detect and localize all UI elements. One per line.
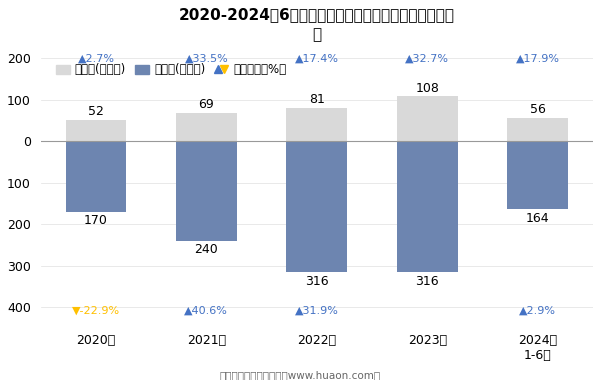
Bar	[65, 120, 127, 141]
Text: 56: 56	[530, 103, 545, 116]
Bar	[507, 118, 568, 141]
Text: ▲40.6%: ▲40.6%	[184, 305, 229, 315]
Text: ▲2.9%: ▲2.9%	[519, 305, 556, 315]
Text: 240: 240	[194, 243, 218, 256]
Text: ▲2.7%: ▲2.7%	[77, 54, 115, 64]
Text: ▲32.7%: ▲32.7%	[405, 54, 449, 64]
Bar	[286, 141, 347, 272]
Text: ▼-22.9%: ▼-22.9%	[72, 305, 120, 315]
Text: 81: 81	[309, 93, 325, 106]
Bar	[65, 141, 127, 212]
Text: ▲33.5%: ▲33.5%	[185, 54, 228, 64]
Bar	[176, 112, 237, 141]
Bar	[286, 108, 347, 141]
Text: 制图：华经产业研究院（www.huaon.com）: 制图：华经产业研究院（www.huaon.com）	[220, 370, 380, 380]
Text: 316: 316	[305, 275, 329, 288]
Text: 69: 69	[199, 98, 214, 111]
Text: ▲31.9%: ▲31.9%	[295, 305, 339, 315]
Text: 170: 170	[84, 214, 108, 227]
Text: 108: 108	[415, 82, 439, 95]
Bar	[507, 141, 568, 209]
Bar	[176, 141, 237, 241]
Legend: 出口额(亿美元), 进口额(亿美元), 同比增长（%）: 出口额(亿美元), 进口额(亿美元), 同比增长（%）	[52, 60, 290, 80]
Text: ▲17.4%: ▲17.4%	[295, 54, 339, 64]
Bar	[397, 141, 458, 272]
Text: 164: 164	[526, 212, 550, 225]
Text: 316: 316	[415, 275, 439, 288]
Bar	[397, 97, 458, 141]
Title: 2020-2024年6月黑龙江省商品收发货人所在地进、出口
额: 2020-2024年6月黑龙江省商品收发货人所在地进、出口 额	[179, 7, 455, 42]
Text: 52: 52	[88, 105, 104, 118]
Text: ▲17.9%: ▲17.9%	[515, 54, 560, 64]
